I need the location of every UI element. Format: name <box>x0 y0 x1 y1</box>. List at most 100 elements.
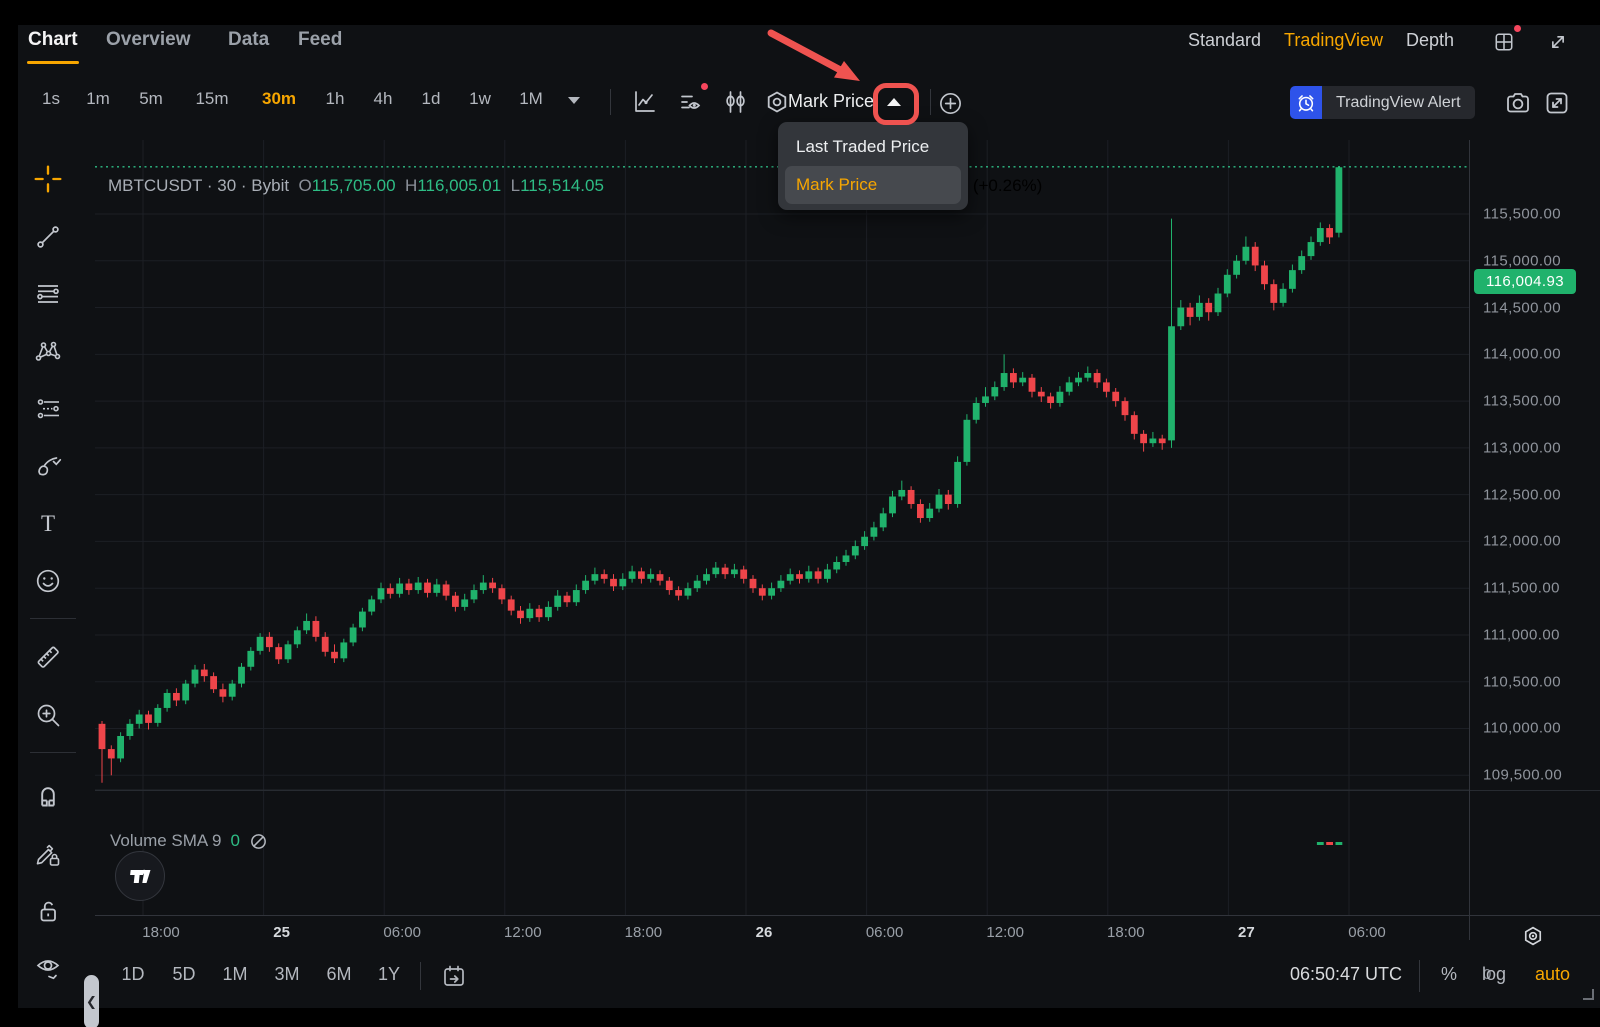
timeframe-1w[interactable]: 1w <box>469 89 491 108</box>
timeframe-1m[interactable]: 1m <box>86 89 110 108</box>
price-axis-label: 115,500.00 <box>1483 205 1561 223</box>
range-6m[interactable]: 6M <box>326 964 352 984</box>
time-axis-label: 06:00 <box>383 924 421 941</box>
tradingview-logo[interactable] <box>115 851 165 901</box>
volume-value: 0 <box>230 831 240 850</box>
maximize-chart-icon[interactable] <box>1542 88 1572 118</box>
bottom-bar: 1D 5D 1M 3M 6M 1Y 06:50:47 UTC % log aut… <box>18 951 1600 1008</box>
tab-feed[interactable]: Feed <box>298 29 343 50</box>
timeframe-30m[interactable]: 30m <box>261 89 297 108</box>
range-1m[interactable]: 1M <box>222 964 248 984</box>
axis-settings-hexagon-icon[interactable] <box>1518 922 1548 950</box>
zoom-in-icon[interactable] <box>33 700 63 730</box>
brush-icon[interactable] <box>33 451 63 481</box>
drawing-lock-icon[interactable] <box>33 839 63 869</box>
price-axis-label: 112,500.00 <box>1483 486 1561 504</box>
legend-low-value: 115,514.05 <box>520 176 604 195</box>
sidebar-divider <box>30 618 76 619</box>
timeframe-15m[interactable]: 15m <box>195 89 229 108</box>
time-axis-label: 26 <box>755 924 773 941</box>
drawing-tools-sidebar: T ❮ <box>18 130 99 1027</box>
hide-indicator-icon[interactable] <box>249 832 268 851</box>
price-axis-label: 113,500.00 <box>1483 392 1561 410</box>
chart-style-icon[interactable] <box>630 87 660 117</box>
clock-utc[interactable]: 06:50:47 UTC <box>1289 964 1402 984</box>
dropdown-item-mark-price[interactable]: Mark Price <box>785 166 961 204</box>
legend-change-value: (+0.26%) <box>972 176 1043 195</box>
range-1d[interactable]: 1D <box>121 964 145 984</box>
price-axis-label: 112,000.00 <box>1483 532 1561 550</box>
xabcd-pattern-icon[interactable] <box>33 336 63 366</box>
time-axis-label: 18:00 <box>1107 924 1145 941</box>
toolbar-divider <box>610 89 611 115</box>
timeframe-5m[interactable]: 5m <box>139 89 163 108</box>
text-tool-icon[interactable]: T <box>33 508 63 538</box>
add-icon[interactable] <box>935 88 965 118</box>
time-axis-label: 12:00 <box>504 924 542 941</box>
price-axis[interactable]: 116,004.93 0 115,500.00 115,000.00 114,500… <box>1469 140 1600 983</box>
forecast-icon[interactable] <box>33 394 63 424</box>
price-source-caret-up-icon[interactable] <box>887 98 901 106</box>
view-mode-tradingview[interactable]: TradingView <box>1284 30 1384 50</box>
timeframe-1M[interactable]: 1M <box>519 89 543 108</box>
alert-button-label: TradingView Alert <box>1322 86 1475 119</box>
lock-all-icon[interactable] <box>33 896 63 926</box>
notification-dot <box>1514 25 1521 32</box>
price-axis-label: 110,000.00 <box>1483 719 1561 737</box>
price-source-button[interactable]: Mark Price <box>788 91 875 111</box>
time-axis[interactable]: 18:00 25 06:00 12:00 18:00 26 06:00 12:00 18:00 2… <box>95 915 1600 951</box>
legend-high-value: 116,005.01 <box>417 176 502 195</box>
timeframe-1d[interactable]: 1d <box>421 89 441 108</box>
tab-data[interactable]: Data <box>228 29 270 50</box>
ruler-icon[interactable] <box>33 642 63 672</box>
tab-chart[interactable]: Chart <box>28 29 78 50</box>
view-mode-standard[interactable]: Standard <box>1188 30 1262 50</box>
camera-icon[interactable] <box>1503 88 1533 118</box>
timeframe-1s[interactable]: 1s <box>42 89 60 108</box>
expand-view-icon[interactable] <box>1544 28 1572 56</box>
hide-drawings-icon[interactable] <box>33 953 63 983</box>
bottom-bar-divider <box>420 962 421 990</box>
chart-plot-area[interactable]: MBTCUSDT · 30 · Bybit O115,705.00 H116,0… <box>95 140 1469 915</box>
price-axis-label: 115,000.00 <box>1483 252 1561 270</box>
price-source-icon[interactable] <box>762 87 792 117</box>
legend-open-letter: O <box>293 176 312 195</box>
alarm-clock-icon <box>1290 86 1322 119</box>
chart-toolbar: 1s 1m 5m 15m 30m 1h 4h 1d 1w 1M Mark Pri… <box>18 75 1600 130</box>
view-mode-depth[interactable]: Depth <box>1406 30 1455 50</box>
indicators-notification-dot <box>701 83 708 90</box>
sidebar-divider <box>30 752 76 753</box>
legend-low-letter: L <box>505 176 521 195</box>
scale-percent[interactable]: % <box>1441 964 1458 984</box>
tab-overview[interactable]: Overview <box>106 29 191 50</box>
candlestick-svg[interactable] <box>95 140 1469 915</box>
time-axis-label: 18:00 <box>624 924 663 941</box>
range-3m[interactable]: 3M <box>274 964 300 984</box>
crosshair-icon[interactable] <box>33 164 63 194</box>
go-to-date-icon[interactable] <box>439 961 469 991</box>
scale-log[interactable]: log <box>1482 964 1507 984</box>
timeframe-1h[interactable]: 1h <box>325 89 345 108</box>
range-1y[interactable]: 1Y <box>377 964 401 984</box>
fib-retracement-icon[interactable] <box>33 279 63 309</box>
trend-line-icon[interactable] <box>33 222 63 252</box>
layout-grid-icon[interactable] <box>1490 25 1521 56</box>
time-axis-label: 25 <box>273 924 290 941</box>
magnet-icon[interactable] <box>33 780 63 810</box>
price-axis-label: 109,500.00 <box>1483 766 1563 784</box>
timeframe-4h[interactable]: 4h <box>373 89 393 108</box>
more-timeframes-caret-icon[interactable] <box>568 97 580 104</box>
volume-label: Volume SMA 9 <box>110 831 222 850</box>
scale-auto[interactable]: auto <box>1535 964 1571 984</box>
range-5d[interactable]: 5D <box>172 964 196 984</box>
tradingview-alert-button[interactable]: TradingView Alert <box>1290 86 1475 119</box>
volume-pane-separator[interactable] <box>95 790 1600 791</box>
sidebar-collapse-handle[interactable]: ❮ <box>84 975 99 1027</box>
emoji-icon[interactable] <box>33 566 63 596</box>
time-axis-label: 06:00 <box>1348 924 1386 941</box>
indicators-icon[interactable] <box>676 83 708 117</box>
compare-icon[interactable] <box>720 87 750 117</box>
time-axis-label: 27 <box>1238 924 1255 941</box>
dropdown-item-last-traded-price[interactable]: Last Traded Price <box>796 137 930 156</box>
resize-corner-handle[interactable] <box>1583 989 1594 1000</box>
